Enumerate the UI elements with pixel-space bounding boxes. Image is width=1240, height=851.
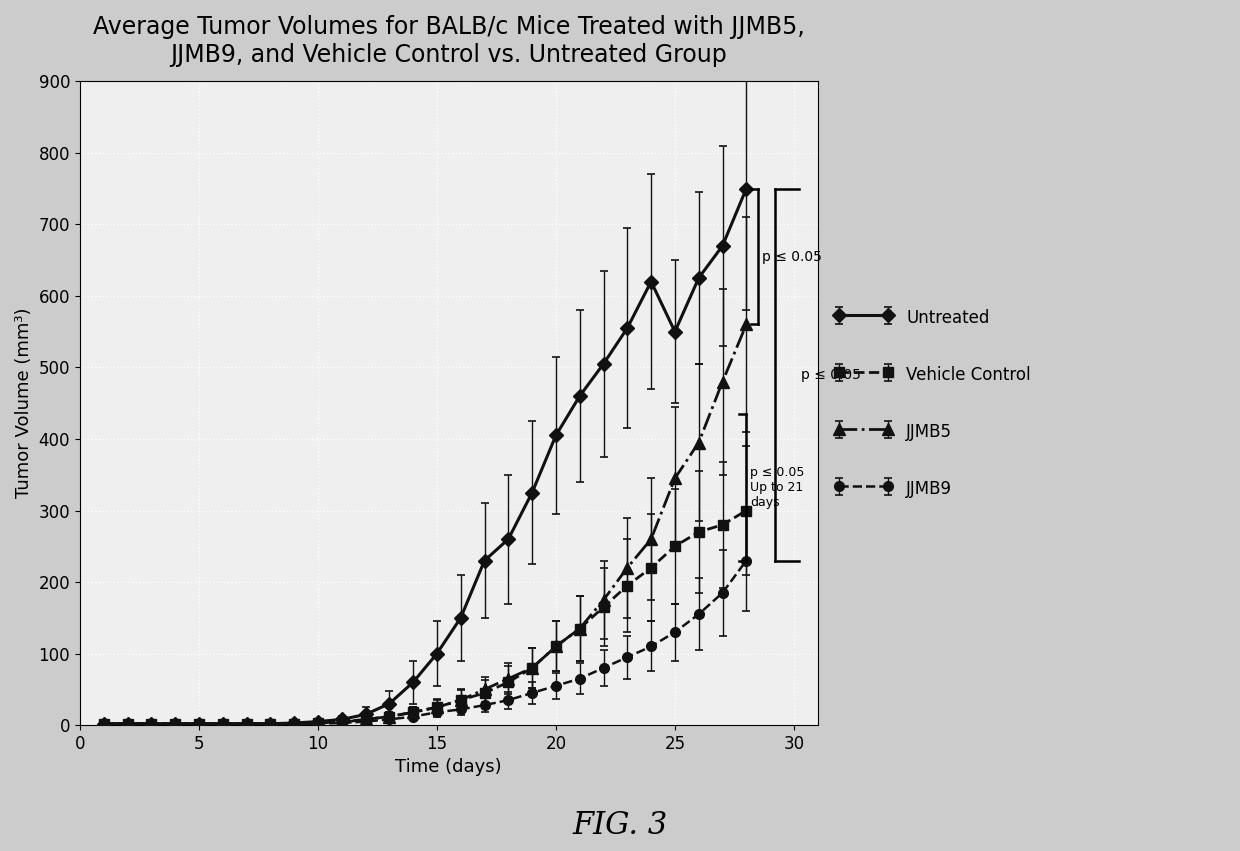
X-axis label: Time (days): Time (days) — [396, 758, 502, 776]
Text: p ≤ 0.05: p ≤ 0.05 — [801, 368, 861, 381]
Y-axis label: Tumor Volume (mm³): Tumor Volume (mm³) — [15, 308, 33, 499]
Text: p ≤ 0.05
Up to 21
days: p ≤ 0.05 Up to 21 days — [750, 465, 805, 509]
Text: p ≤ 0.05: p ≤ 0.05 — [761, 249, 822, 264]
Title: Average Tumor Volumes for BALB/c Mice Treated with JJMB5,
JJMB9, and Vehicle Con: Average Tumor Volumes for BALB/c Mice Tr… — [93, 15, 805, 66]
Legend: Untreated, Vehicle Control, JJMB5, JJMB9: Untreated, Vehicle Control, JJMB5, JJMB9 — [826, 300, 1039, 507]
Text: FIG. 3: FIG. 3 — [573, 810, 667, 841]
